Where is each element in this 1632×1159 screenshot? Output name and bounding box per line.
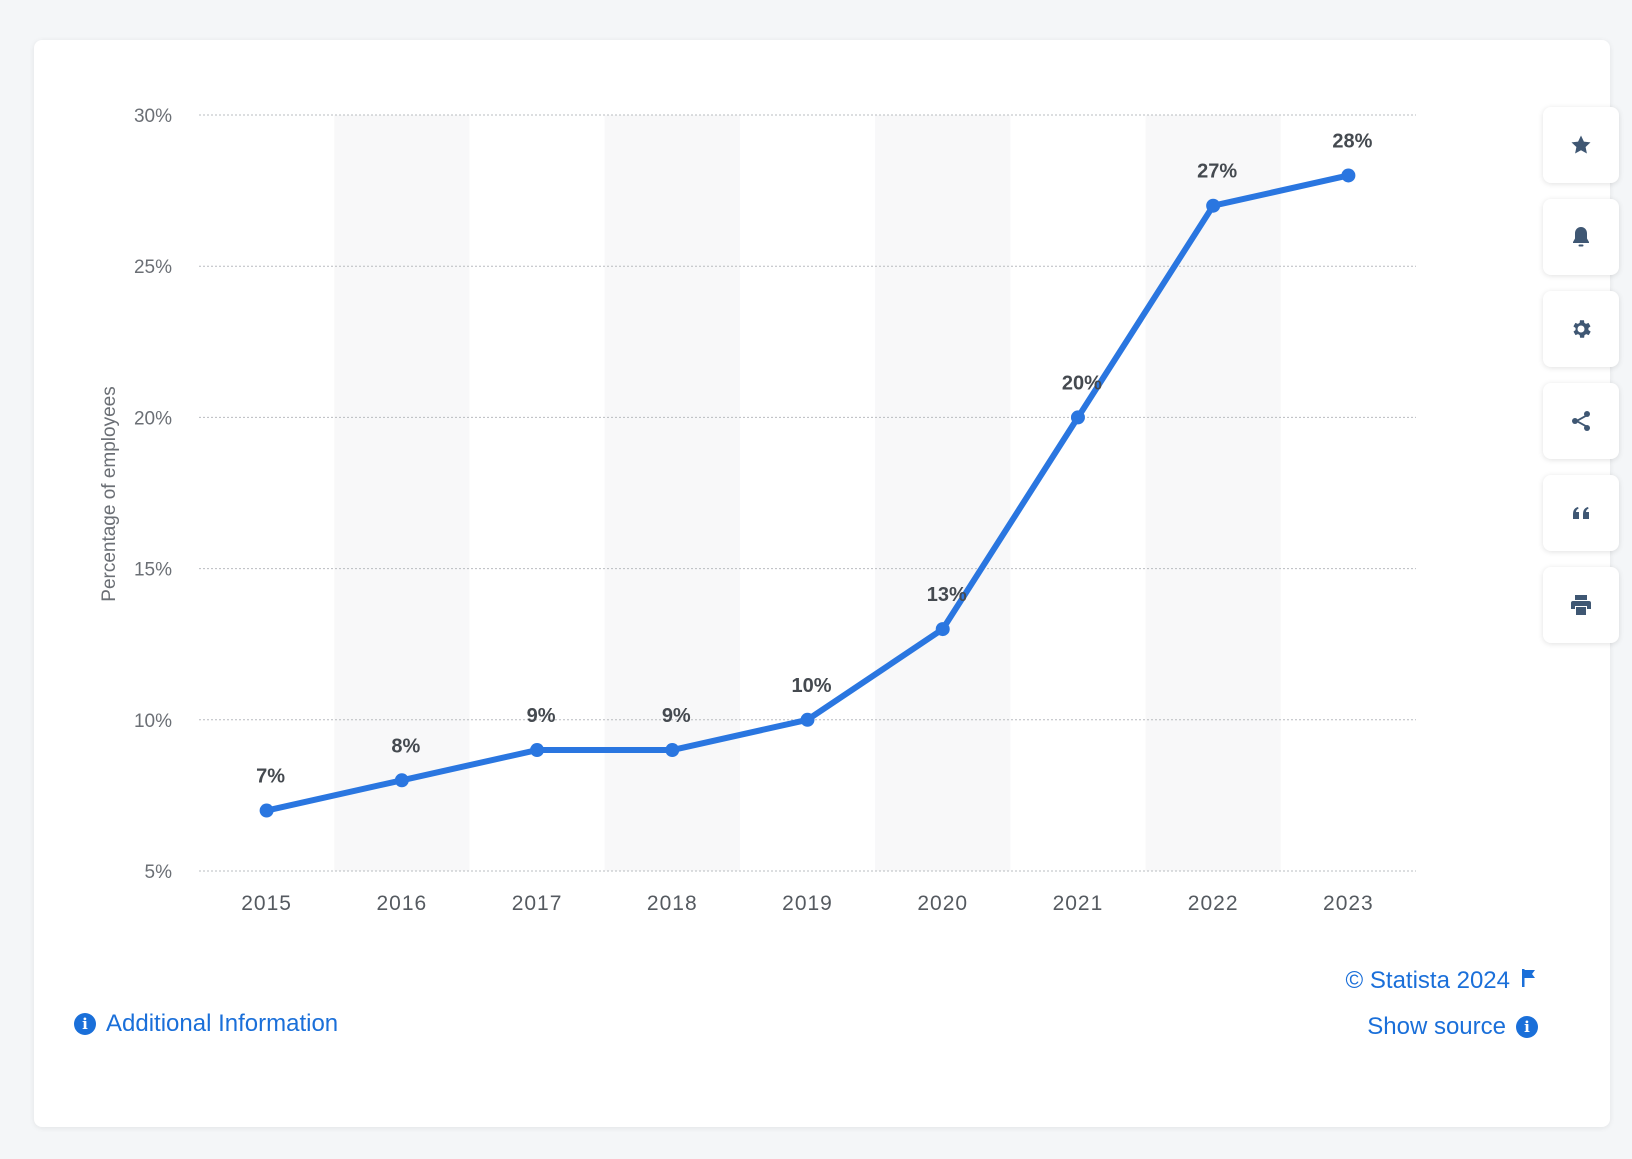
data-label: 28% xyxy=(1332,130,1372,152)
y-axis-label: Percentage of employees xyxy=(99,386,120,601)
copyright-text: © Statista 2024 xyxy=(1345,967,1510,994)
data-point xyxy=(394,773,409,788)
data-point xyxy=(935,622,950,637)
copyright-link[interactable]: © Statista 2024 xyxy=(1346,967,1538,995)
show-source-text: Show source xyxy=(1367,1013,1506,1040)
x-tick-label: 2016 xyxy=(376,892,427,915)
printer-icon xyxy=(1571,595,1591,615)
data-point xyxy=(1341,168,1356,183)
y-tick-label: 5% xyxy=(145,862,173,883)
gear-icon xyxy=(1573,320,1591,338)
data-point xyxy=(1206,198,1221,213)
data-label: 9% xyxy=(527,705,556,727)
data-label: 9% xyxy=(662,705,691,727)
y-tick-label: 20% xyxy=(134,408,172,429)
y-tick-label: 15% xyxy=(134,560,172,581)
data-label: 20% xyxy=(1062,372,1102,394)
info-icon: i xyxy=(1516,1016,1538,1038)
y-tick-label: 30% xyxy=(134,106,172,127)
share-button[interactable] xyxy=(1543,383,1619,459)
x-tick-label: 2021 xyxy=(1053,892,1104,915)
notification-button[interactable] xyxy=(1543,199,1619,275)
settings-button[interactable] xyxy=(1543,291,1619,367)
y-tick-label: 10% xyxy=(134,711,172,732)
x-tick-label: 2015 xyxy=(241,892,292,915)
data-point xyxy=(800,712,815,727)
info-icon: i xyxy=(74,1013,96,1035)
data-label: 27% xyxy=(1197,161,1237,183)
data-label: 13% xyxy=(927,584,967,606)
show-source-link[interactable]: Show source i xyxy=(1367,1013,1538,1041)
data-point xyxy=(665,743,680,758)
additional-information-link[interactable]: i Additional Information xyxy=(74,1010,338,1038)
x-tick-label: 2022 xyxy=(1188,892,1239,915)
x-tick-label: 2020 xyxy=(917,892,968,915)
additional-information-text: Additional Information xyxy=(106,1010,339,1037)
data-point xyxy=(259,803,274,818)
star-icon xyxy=(1571,135,1591,154)
column-band xyxy=(334,115,470,871)
quote-icon xyxy=(1573,507,1589,519)
column-band xyxy=(604,115,740,871)
x-tick-label: 2019 xyxy=(782,892,833,915)
column-band xyxy=(875,115,1011,871)
data-label: 7% xyxy=(256,766,285,788)
flag-icon xyxy=(1520,967,1538,995)
bell-icon xyxy=(1573,227,1589,247)
chart-card: 5% 10% 15% 20% 25% 30% Percentage of employees… xyxy=(34,40,1619,1127)
x-tick-label: 2018 xyxy=(647,892,698,915)
cite-button[interactable] xyxy=(1543,475,1619,551)
column-band xyxy=(1145,115,1281,871)
x-tick-label: 2017 xyxy=(512,892,563,915)
data-label: 8% xyxy=(391,735,420,757)
x-tick-label: 2023 xyxy=(1323,892,1374,915)
line-chart: 5% 10% 15% 20% 25% 30% Percentage of employees… xyxy=(99,106,1416,915)
data-label: 10% xyxy=(791,675,831,697)
share-icon xyxy=(1572,411,1590,431)
data-point xyxy=(530,743,545,758)
y-tick-label: 25% xyxy=(134,257,172,278)
chart-toolbar xyxy=(1543,107,1619,643)
data-point xyxy=(1070,410,1085,425)
print-button[interactable] xyxy=(1543,567,1619,643)
favorite-button[interactable] xyxy=(1543,107,1619,183)
